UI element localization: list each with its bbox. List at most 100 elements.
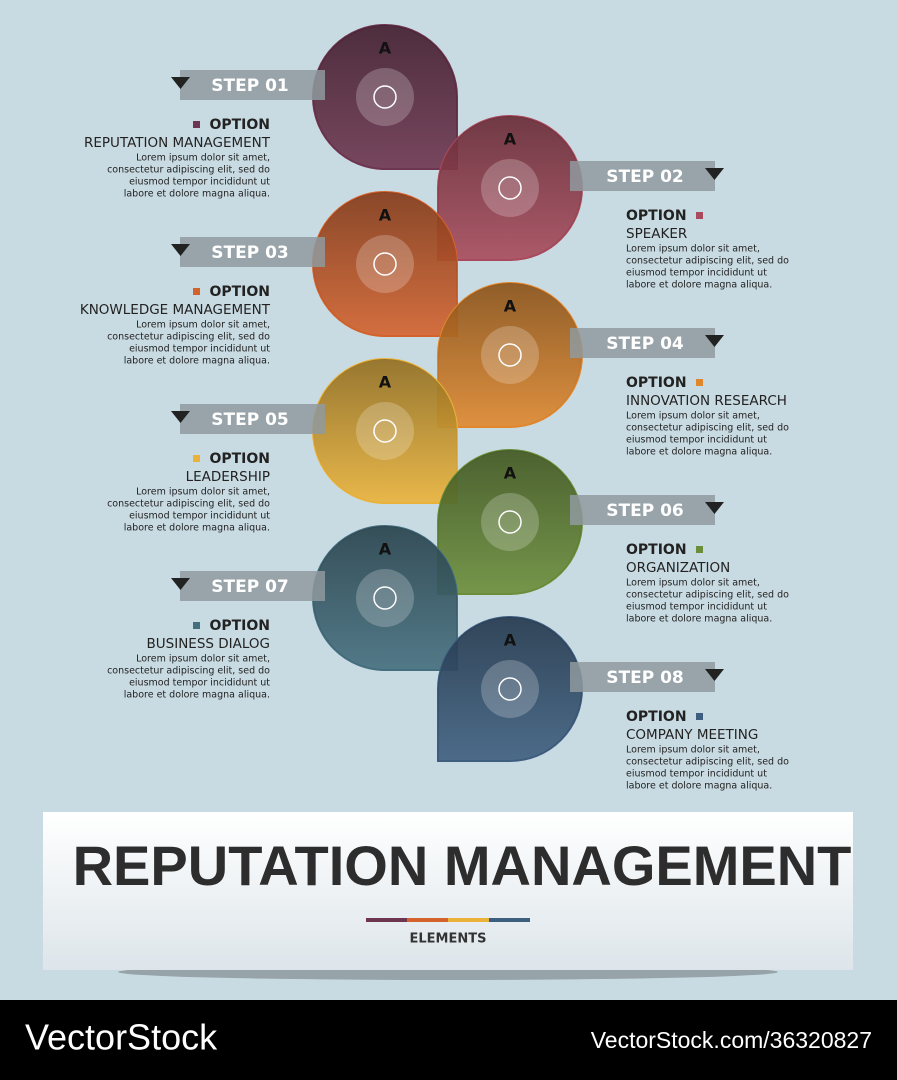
option-body: consectetur adipiscing elit, sed do [107, 332, 270, 343]
step-banner [570, 161, 715, 191]
option-body: consectetur adipiscing elit, sed do [626, 423, 789, 434]
step: A STEP 07 OPTION BUSINESS DIALOG Lorem ipsum… [107, 525, 458, 701]
icon [373, 419, 397, 443]
option-label: OPTION [626, 709, 687, 725]
option-body: labore et dolore magna aliqua. [124, 690, 270, 701]
option-label: OPTION [209, 618, 270, 634]
option-body: eiusmod tempor incididunt ut [129, 678, 270, 689]
rule-segment [448, 918, 489, 922]
banner-arrow [705, 168, 724, 180]
petal-letter: A [379, 206, 392, 225]
option-square [696, 713, 703, 720]
icon [498, 510, 522, 534]
subtitle: ELEMENTS [410, 932, 487, 947]
option-body: eiusmod tempor incididunt ut [626, 435, 767, 446]
petal-shade [313, 25, 457, 169]
icon [373, 85, 397, 109]
step: A STEP 04 OPTION INNOVATION RESEARCH Lorem i… [437, 282, 789, 458]
option-body: Lorem ipsum dolor sit amet, [626, 411, 760, 422]
option-label: OPTION [626, 542, 687, 558]
banner-arrow [171, 411, 190, 423]
step-label: STEP 02 [606, 167, 684, 187]
petal-shade [313, 526, 457, 670]
banner-arrow [705, 335, 724, 347]
step-label: STEP 04 [606, 334, 684, 354]
rule-segment [489, 918, 530, 922]
petal-letter: A [504, 631, 517, 650]
banner-arrow [705, 669, 724, 681]
color-rule [366, 918, 530, 922]
banner-arrow [171, 244, 190, 256]
step-label: STEP 06 [606, 501, 684, 521]
steps: A STEP 01 OPTION REPUTATION MANAGEMENT Lorem… [80, 24, 789, 792]
option-title: BUSINESS DIALOG [147, 636, 271, 652]
option-body: labore et dolore magna aliqua. [124, 523, 270, 534]
option-square [696, 379, 703, 386]
option-body: eiusmod tempor incididunt ut [129, 511, 270, 522]
step-label: STEP 05 [211, 410, 289, 430]
option-label: OPTION [209, 284, 270, 300]
option-square [193, 622, 200, 629]
option-body: eiusmod tempor incididunt ut [626, 769, 767, 780]
petal-shade [313, 359, 457, 503]
option-body: consectetur adipiscing elit, sed do [626, 757, 789, 768]
option-body: labore et dolore magna aliqua. [124, 356, 270, 367]
option-body: consectetur adipiscing elit, sed do [626, 590, 789, 601]
petal-letter: A [504, 297, 517, 316]
option-body: labore et dolore magna aliqua. [124, 189, 270, 200]
option-body: Lorem ipsum dolor sit amet, [136, 153, 270, 164]
option-square [193, 288, 200, 295]
option-title: ORGANIZATION [626, 560, 730, 576]
petal-shade [438, 450, 582, 594]
option-square [696, 546, 703, 553]
option-body: Lorem ipsum dolor sit amet, [136, 654, 270, 665]
option-body: labore et dolore magna aliqua. [626, 614, 772, 625]
icon-circle [356, 235, 414, 293]
step-banner [570, 328, 715, 358]
banner-arrow [705, 502, 724, 514]
option-title: INNOVATION RESEARCH [626, 393, 787, 409]
icon [373, 252, 397, 276]
option-body: Lorem ipsum dolor sit amet, [626, 244, 760, 255]
option-square [193, 455, 200, 462]
step: A STEP 03 OPTION KNOWLEDGE MANAGEMENT Lorem … [80, 191, 458, 367]
petal-shade [438, 116, 582, 260]
option-label: OPTION [626, 375, 687, 391]
petal-letter: A [379, 373, 392, 392]
option-label: OPTION [626, 208, 687, 224]
icon [498, 343, 522, 367]
option-body: consectetur adipiscing elit, sed do [626, 256, 789, 267]
rule-segment [366, 918, 407, 922]
step-banner [570, 495, 715, 525]
footer [0, 1000, 897, 1080]
step-banner [180, 237, 325, 267]
option-body: Lorem ipsum dolor sit amet, [136, 487, 270, 498]
option-body: eiusmod tempor incididunt ut [626, 602, 767, 613]
option-label: OPTION [209, 451, 270, 467]
option-body: consectetur adipiscing elit, sed do [107, 165, 270, 176]
option-title: LEADERSHIP [186, 469, 270, 485]
petal-letter: A [504, 464, 517, 483]
step: A STEP 06 OPTION ORGANIZATION Lorem ipsum do… [437, 449, 789, 625]
step-banner [570, 662, 715, 692]
title-panel [43, 812, 853, 970]
option-title: KNOWLEDGE MANAGEMENT [80, 302, 271, 318]
step-banner [180, 571, 325, 601]
option-title: COMPANY MEETING [626, 727, 758, 743]
option-body: eiusmod tempor incididunt ut [626, 268, 767, 279]
petal-shade [313, 192, 457, 336]
step: A STEP 08 OPTION COMPANY MEETING Lorem ipsum… [437, 616, 789, 792]
icon-circle [481, 660, 539, 718]
step: A STEP 05 OPTION LEADERSHIP Lorem ipsum dolo… [107, 358, 458, 534]
step-label: STEP 07 [211, 577, 289, 597]
footer-brand: VectorStock [25, 1017, 218, 1058]
icon-circle [481, 493, 539, 551]
option-body: labore et dolore magna aliqua. [626, 280, 772, 291]
icon-circle [481, 159, 539, 217]
footer-id: VectorStock.com/36320827 [591, 1027, 872, 1053]
option-label: OPTION [209, 117, 270, 133]
option-body: eiusmod tempor incididunt ut [129, 177, 270, 188]
option-body: Lorem ipsum dolor sit amet, [136, 320, 270, 331]
option-title: REPUTATION MANAGEMENT [84, 135, 271, 151]
option-square [696, 212, 703, 219]
